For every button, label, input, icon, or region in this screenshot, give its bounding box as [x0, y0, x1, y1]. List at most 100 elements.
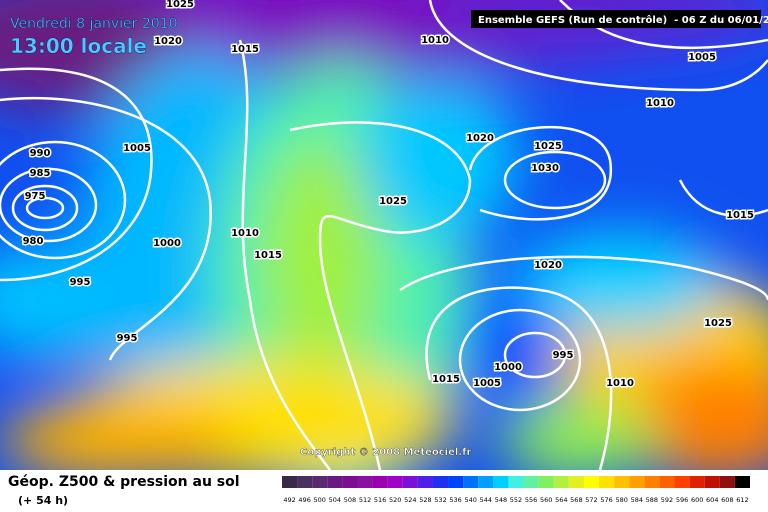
legend-swatch: [583, 476, 600, 488]
legend-swatch: [674, 476, 690, 488]
legend-label: 592: [661, 496, 673, 504]
legend-swatch: [689, 476, 705, 488]
legend-swatch: [448, 476, 464, 488]
isobar-label: 975: [25, 191, 46, 202]
legend-label: 556: [525, 496, 537, 504]
footer-lead: (+ 54 h): [18, 494, 69, 507]
isobar-label: 1010: [606, 378, 634, 389]
isobar-label: 1000: [494, 362, 522, 373]
legend-swatch: [493, 476, 509, 488]
color-legend: 492 496 500 504 508 512 516 520 524 528 532 536 540 5…: [282, 476, 750, 504]
isobar-label: 1015: [231, 44, 259, 55]
isobar-label: 1015: [432, 374, 460, 385]
legend-label: 520: [389, 496, 401, 504]
isobar-label: 990: [30, 148, 51, 159]
isobar-label: 1000: [153, 238, 181, 249]
legend-label: 516: [374, 496, 386, 504]
time: 13:00 locale: [10, 34, 147, 58]
isobar-label: 1020: [154, 36, 182, 47]
legend-label: 568: [570, 496, 582, 504]
isobar-label: 995: [553, 350, 574, 361]
isobar-label: 1010: [421, 35, 449, 46]
isobar-labels: 1025 1020 1015 1010 1005 1010 1020 1025 1030 1005…: [21, 0, 755, 391]
isobars: [0, 0, 768, 470]
isobar-label: 985: [30, 168, 51, 179]
map: 1025 1020 1015 1010 1005 1010 1020 1025 1030 1005…: [0, 0, 768, 470]
legend-label: 552: [510, 496, 522, 504]
isobar-label: 1025: [166, 0, 194, 10]
legend-label: 588: [646, 496, 658, 504]
isobar-label: 1020: [534, 260, 562, 271]
legend-label: 608: [721, 496, 733, 504]
legend-swatch: [659, 476, 675, 488]
legend-label: 532: [434, 496, 446, 504]
legend-swatch: [599, 476, 615, 488]
legend-swatch: [432, 476, 449, 488]
legend-label: 596: [676, 496, 688, 504]
legend-label: 576: [600, 496, 612, 504]
legend-label: 496: [298, 496, 310, 504]
date: Vendredi 8 janvier 2010: [10, 16, 177, 32]
legend-swatch: [312, 476, 328, 488]
legend-swatch: [357, 476, 373, 488]
isobar-label: 1025: [379, 196, 407, 207]
run-info: Ensemble GEFS (Run de contrôle) - 06 Z d…: [478, 14, 768, 26]
legend-swatch: [614, 476, 630, 488]
legend-label: 512: [359, 496, 371, 504]
legend-label: 560: [540, 496, 552, 504]
legend-swatch: [387, 476, 403, 488]
legend-swatch: [297, 476, 313, 488]
legend-label: 524: [404, 496, 416, 504]
legend-label: 580: [615, 496, 627, 504]
isobar-label: 1005: [123, 143, 151, 154]
isobar-label: 1015: [726, 210, 754, 221]
footer-title: Géop. Z500 & pression au sol: [8, 474, 240, 490]
isobar-label: 1025: [704, 318, 732, 329]
isobar-label: 1010: [231, 228, 259, 239]
legend-swatch: [644, 476, 660, 488]
legend-swatch: [463, 476, 479, 488]
legend-label: 528: [419, 496, 431, 504]
legend-label: 584: [631, 496, 643, 504]
legend-label: 604: [706, 496, 718, 504]
legend-swatch: [417, 476, 433, 488]
legend-label: 564: [555, 496, 567, 504]
legend-label: 500: [314, 496, 326, 504]
isobar-label: 1030: [531, 163, 559, 174]
legend-swatch: [327, 476, 343, 488]
isobar-label: 1010: [646, 98, 674, 109]
isobar-label: 1015: [254, 250, 282, 261]
legend-swatch: [508, 476, 524, 488]
copyright: Copyright © 2008 Meteociel.fr: [300, 447, 471, 458]
legend-swatch: [568, 476, 584, 488]
isobar-label: 995: [117, 333, 138, 344]
legend-label: 508: [344, 496, 356, 504]
legend-label: 600: [691, 496, 703, 504]
isobar-label: 1025: [534, 141, 562, 152]
legend-swatch: [372, 476, 388, 488]
legend-label: 504: [329, 496, 341, 504]
legend-label: 544: [480, 496, 492, 504]
legend-swatch: [478, 476, 494, 488]
legend-swatch: [719, 476, 735, 488]
legend-swatch: [734, 476, 750, 488]
legend-label: 492: [283, 496, 295, 504]
legend-swatch: [553, 476, 569, 488]
legend-swatch: [402, 476, 418, 488]
legend-swatch: [523, 476, 539, 488]
height-field: [0, 0, 768, 470]
legend-label: 548: [495, 496, 507, 504]
run-box: [471, 10, 761, 28]
legend-label: 572: [585, 496, 597, 504]
isobar-label: 1005: [688, 52, 716, 63]
legend-swatch: [538, 476, 554, 488]
legend-swatch: [342, 476, 358, 488]
legend-label: 612: [736, 496, 748, 504]
isobar-label: 1005: [473, 378, 501, 389]
legend-swatch: [704, 476, 720, 488]
isobar-label: 995: [70, 277, 91, 288]
isobar-label: 1020: [466, 133, 494, 144]
isobar-label: 980: [23, 236, 44, 247]
legend-label: 536: [449, 496, 461, 504]
